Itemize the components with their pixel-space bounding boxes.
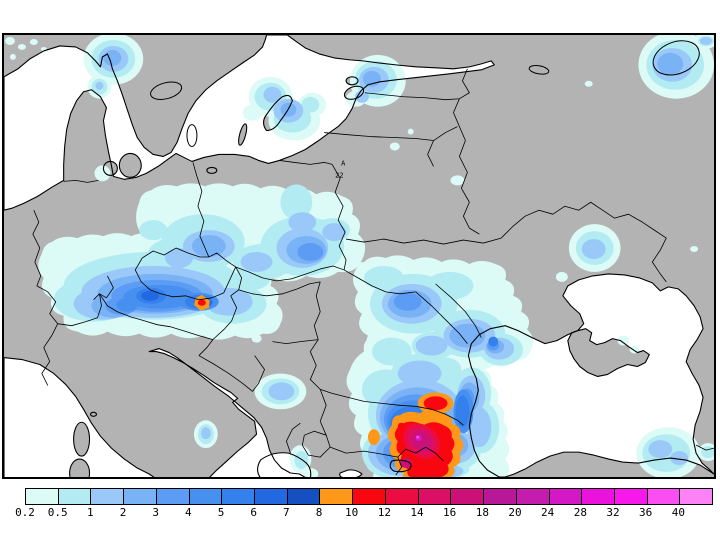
- colorbar-segment: [613, 489, 647, 504]
- colorbar-tick-label: 8: [315, 506, 323, 519]
- colorbar-segment: [155, 489, 189, 504]
- colorbar-segment: [57, 489, 91, 504]
- colorbar-segment: [548, 489, 582, 504]
- colorbar-tick-label: 10: [345, 506, 359, 519]
- colorbar-segment: [254, 489, 287, 504]
- colorbar-segment: [352, 489, 385, 504]
- map-frame: A 22: [2, 33, 716, 479]
- annotation-number: 22: [335, 171, 343, 179]
- precipitation-map: A 22: [4, 35, 714, 477]
- border-layer: [32, 68, 714, 476]
- colorbar-segment: [417, 489, 451, 504]
- colorbar-segment: [450, 489, 484, 504]
- colorbar-tick-labels: 0.2 0.5 1 2 3 4 5 6 7 8 10 12 14 16 18 20 24 28 32 36 40: [15, 506, 711, 520]
- colorbar-segment: [286, 489, 320, 504]
- colorbar-tick-label: 32: [606, 506, 620, 519]
- colorbar-segment: [123, 489, 156, 504]
- colorbar-tick-label: 1: [87, 506, 94, 519]
- colorbar-tick-label: 0.2: [15, 506, 35, 519]
- colorbar-tick-label: 28: [573, 506, 587, 519]
- colorbar-tick-label: 2: [119, 506, 127, 519]
- colorbar-tick-label: 18: [475, 506, 489, 519]
- station-annotation: A 22: [335, 159, 346, 179]
- colorbar-tick-label: 14: [410, 506, 424, 519]
- colorbar-segment: [646, 489, 680, 504]
- colorbar-segment: [483, 489, 516, 504]
- colorbar-tick-label: 24: [541, 506, 555, 519]
- colorbar-tick-label: 36: [639, 506, 653, 519]
- lakes-layer: [150, 40, 700, 147]
- colorbar-tick-label: 4: [185, 506, 192, 519]
- colorbar-tick-label: 0.5: [47, 506, 68, 519]
- colorbar-segment: [188, 489, 222, 504]
- colorbar-tick-label: 20: [508, 506, 522, 519]
- colorbar-segment: [581, 489, 614, 504]
- colorbar-tick-label: 40: [671, 506, 685, 519]
- colorbar-segment: [319, 489, 353, 504]
- colorbar-segment: [26, 489, 58, 504]
- colorbar-segment: [90, 489, 124, 504]
- colorbar-tick-label: 3: [152, 506, 159, 519]
- colorbar-tick-label: 5: [217, 506, 225, 519]
- annotation-letter: A: [341, 159, 346, 167]
- colorbar-tick-label: 7: [283, 506, 290, 519]
- precipitation-colorbar: [25, 488, 713, 505]
- colorbar-tick-label: 6: [250, 506, 257, 519]
- colorbar-segment: [679, 489, 713, 504]
- colorbar-tick-label: 16: [443, 506, 457, 519]
- colorbar-segment: [515, 489, 549, 504]
- colorbar-tick-label: 12: [377, 506, 391, 519]
- colorbar-segment: [221, 489, 255, 504]
- colorbar-segment: [384, 489, 418, 504]
